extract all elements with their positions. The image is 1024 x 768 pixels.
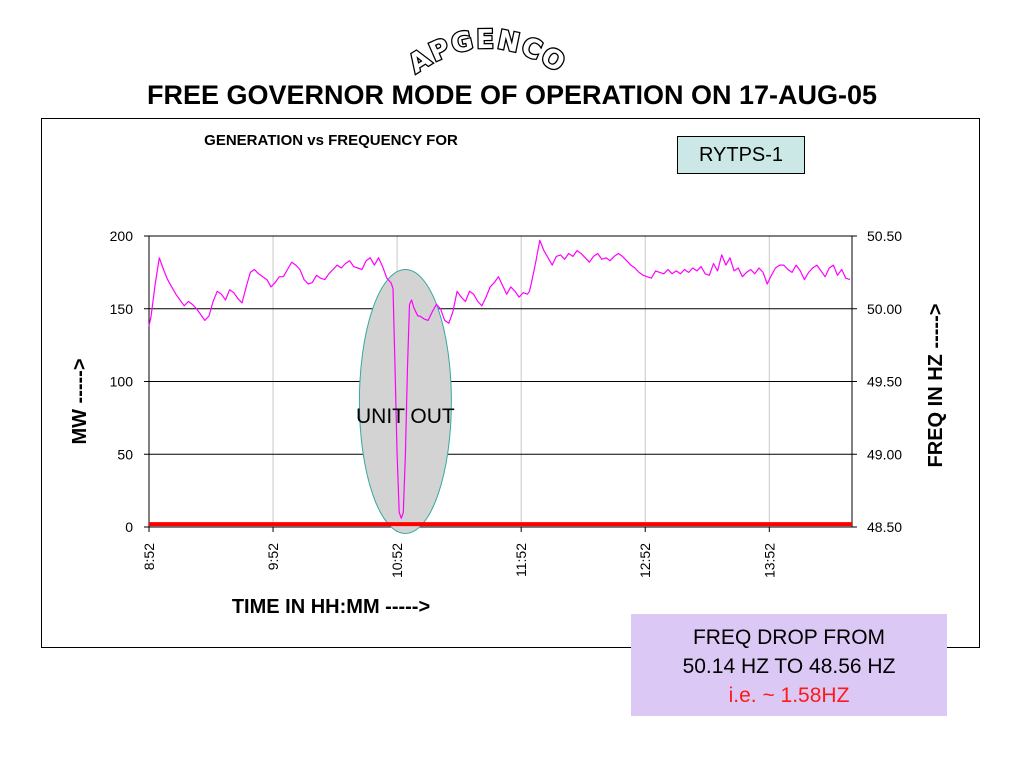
x-tick-label: 10:52 — [389, 543, 405, 578]
y-right-tick-label: 49.00 — [867, 446, 902, 462]
x-tick-label: 13:52 — [761, 543, 777, 578]
note-line-3: i.e. ~ 1.58HZ — [728, 684, 850, 707]
unit-out-label: UNIT OUT — [356, 405, 455, 428]
page-title: FREE GOVERNOR MODE OF OPERATION ON 17-AU… — [146, 80, 878, 110]
y-left-tick-label: 100 — [110, 374, 134, 390]
note-line-1: FREQ DROP FROM — [692, 626, 886, 649]
logo-text-fill: APGENCO — [403, 25, 569, 80]
chart-title: GENERATION vs FREQUENCY FOR — [204, 132, 458, 149]
y-left-axis-label: MW -----> — [69, 358, 91, 444]
freq-series-line — [148, 239, 851, 519]
y-right-axis-label: FREQ IN HZ -----> — [925, 304, 947, 468]
unit-label-box: RYTPS-1 — [677, 136, 805, 174]
y-right-tick-label: 48.50 — [867, 519, 902, 535]
chart-svg: GENERATION vs FREQUENCY FOR 8:52 9:52 10:52… — [69, 132, 947, 618]
y-right-tick-label: 50.00 — [867, 301, 902, 317]
x-tick-label: 8:52 — [141, 543, 157, 570]
note-line-2: 50.14 HZ TO 48.56 HZ — [682, 655, 896, 678]
unit-out-ellipse — [358, 269, 452, 534]
y-left-tick-label: 0 — [125, 519, 133, 535]
y-left-tick-label: 50 — [117, 446, 133, 462]
freq-drop-note: FREQ DROP FROM 50.14 HZ TO 48.56 HZ i.e.… — [631, 614, 947, 716]
y-left-tick-label: 200 — [110, 228, 134, 244]
x-tick-label: 12:52 — [637, 543, 653, 578]
x-tick-label: 11:52 — [513, 543, 529, 577]
y-left-tick-label: 150 — [110, 301, 134, 317]
chart-frame: GENERATION vs FREQUENCY FOR 8:52 9:52 10:52… — [41, 118, 980, 648]
apgenco-logo: APGENCO APGENCO — [402, 24, 571, 80]
y-right-tick-label: 50.50 — [867, 228, 902, 244]
y-right-tick-label: 49.50 — [867, 374, 902, 390]
svg-text:APGENCO: APGENCO — [403, 25, 571, 80]
x-tick-label: 9:52 — [265, 543, 281, 570]
x-axis-label: TIME IN HH:MM -----> — [232, 596, 430, 618]
